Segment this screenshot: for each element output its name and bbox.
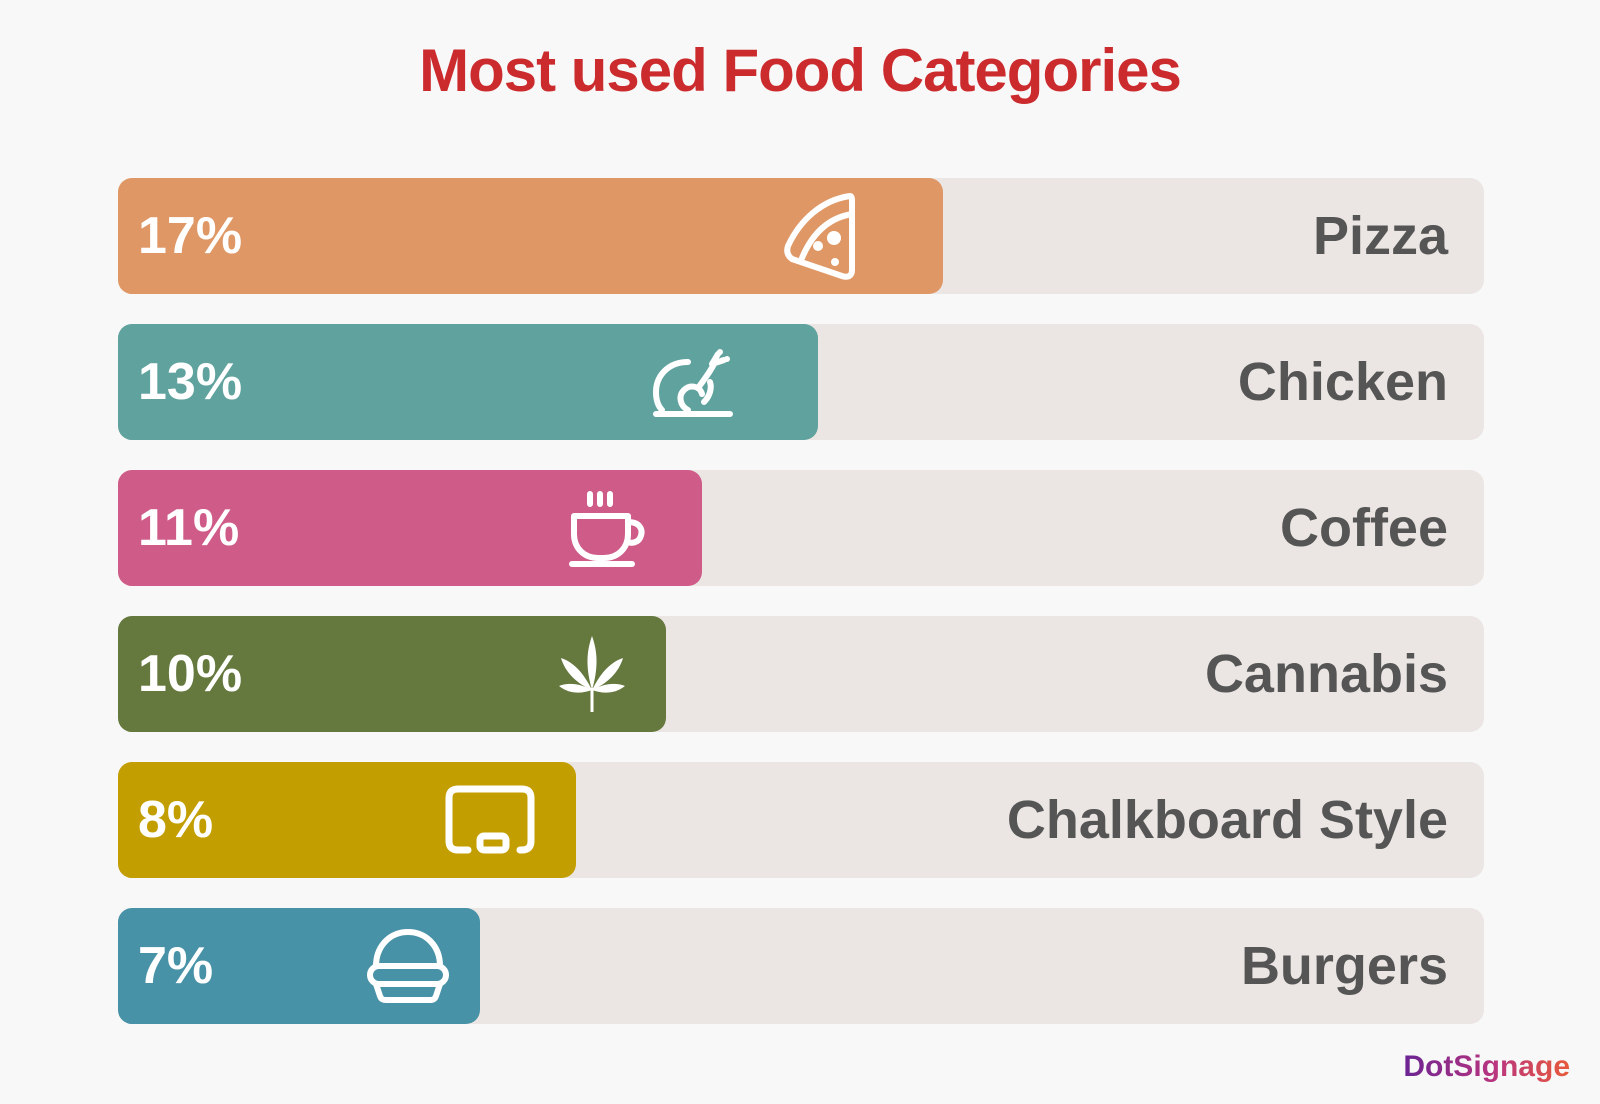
category-label: Chicken xyxy=(1237,352,1448,412)
category-label: Burgers xyxy=(1240,936,1448,996)
bar-row-coffee: 11% Coffee xyxy=(118,470,1484,586)
brand-logo: DotSignage xyxy=(1403,1050,1570,1083)
cannabis-leaf-icon xyxy=(542,616,642,732)
roast-chicken-icon xyxy=(643,324,743,440)
coffee-cup-icon xyxy=(558,470,658,586)
bar-fill: 11% xyxy=(118,470,702,586)
value-label: 8% xyxy=(138,791,214,849)
value-label: 10% xyxy=(138,645,243,703)
bar-fill: 17% xyxy=(118,178,943,294)
category-label: Coffee xyxy=(1279,498,1448,558)
category-label: Chalkboard Style xyxy=(1006,790,1448,850)
value-label: 13% xyxy=(138,353,243,411)
bar-row-pizza: 17% Pizza xyxy=(118,178,1484,294)
chart-title: Most used Food Categories xyxy=(419,37,1182,104)
value-label: 7% xyxy=(138,937,214,995)
bar-fill: 13% xyxy=(118,324,818,440)
bar-chart: 17% Pizza 13% xyxy=(118,178,1484,1054)
pizza-slice-icon xyxy=(773,178,873,294)
bar-row-cannabis: 10% Cannabis xyxy=(118,616,1484,732)
category-label: Cannabis xyxy=(1204,644,1448,704)
burger-icon xyxy=(358,908,458,1024)
chalkboard-icon xyxy=(440,762,540,878)
bar-row-chicken: 13% Chicken xyxy=(118,324,1484,440)
value-label: 17% xyxy=(138,207,243,265)
bar-fill: 8% xyxy=(118,762,576,878)
bar-fill: 10% xyxy=(118,616,666,732)
category-label: Pizza xyxy=(1312,206,1448,266)
bar-fill: 7% xyxy=(118,908,480,1024)
bar-row-chalkboard-style: 8% Chalkboard Style xyxy=(118,762,1484,878)
value-label: 11% xyxy=(138,499,240,557)
bar-row-burgers: 7% Burgers xyxy=(118,908,1484,1024)
